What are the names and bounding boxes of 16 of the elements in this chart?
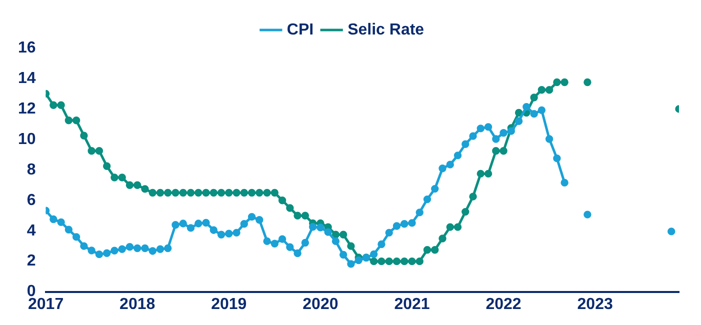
x-tick-label: 2018 xyxy=(120,296,156,313)
x-tick-label: 2019 xyxy=(211,296,247,313)
y-tick-label: 6 xyxy=(26,192,36,209)
y-tick-label: 16 xyxy=(18,39,36,56)
y-tick-label: 2 xyxy=(26,252,36,270)
y-tick-label: 14 xyxy=(18,70,36,87)
legend-label: CPI xyxy=(286,21,314,38)
x-tick-label: 2023 xyxy=(577,296,613,313)
y-tick-label: 4 xyxy=(26,222,36,240)
x-tick-label: 2021 xyxy=(394,296,430,313)
y-tick-label: 12 xyxy=(18,100,36,118)
x-tick-label: 2020 xyxy=(302,296,338,313)
y-tick-label: 10 xyxy=(18,130,36,148)
legend-label: Selic Rate xyxy=(348,21,424,38)
x-tick-label: 2022 xyxy=(486,296,522,313)
y-tick-label: 8 xyxy=(26,161,36,178)
